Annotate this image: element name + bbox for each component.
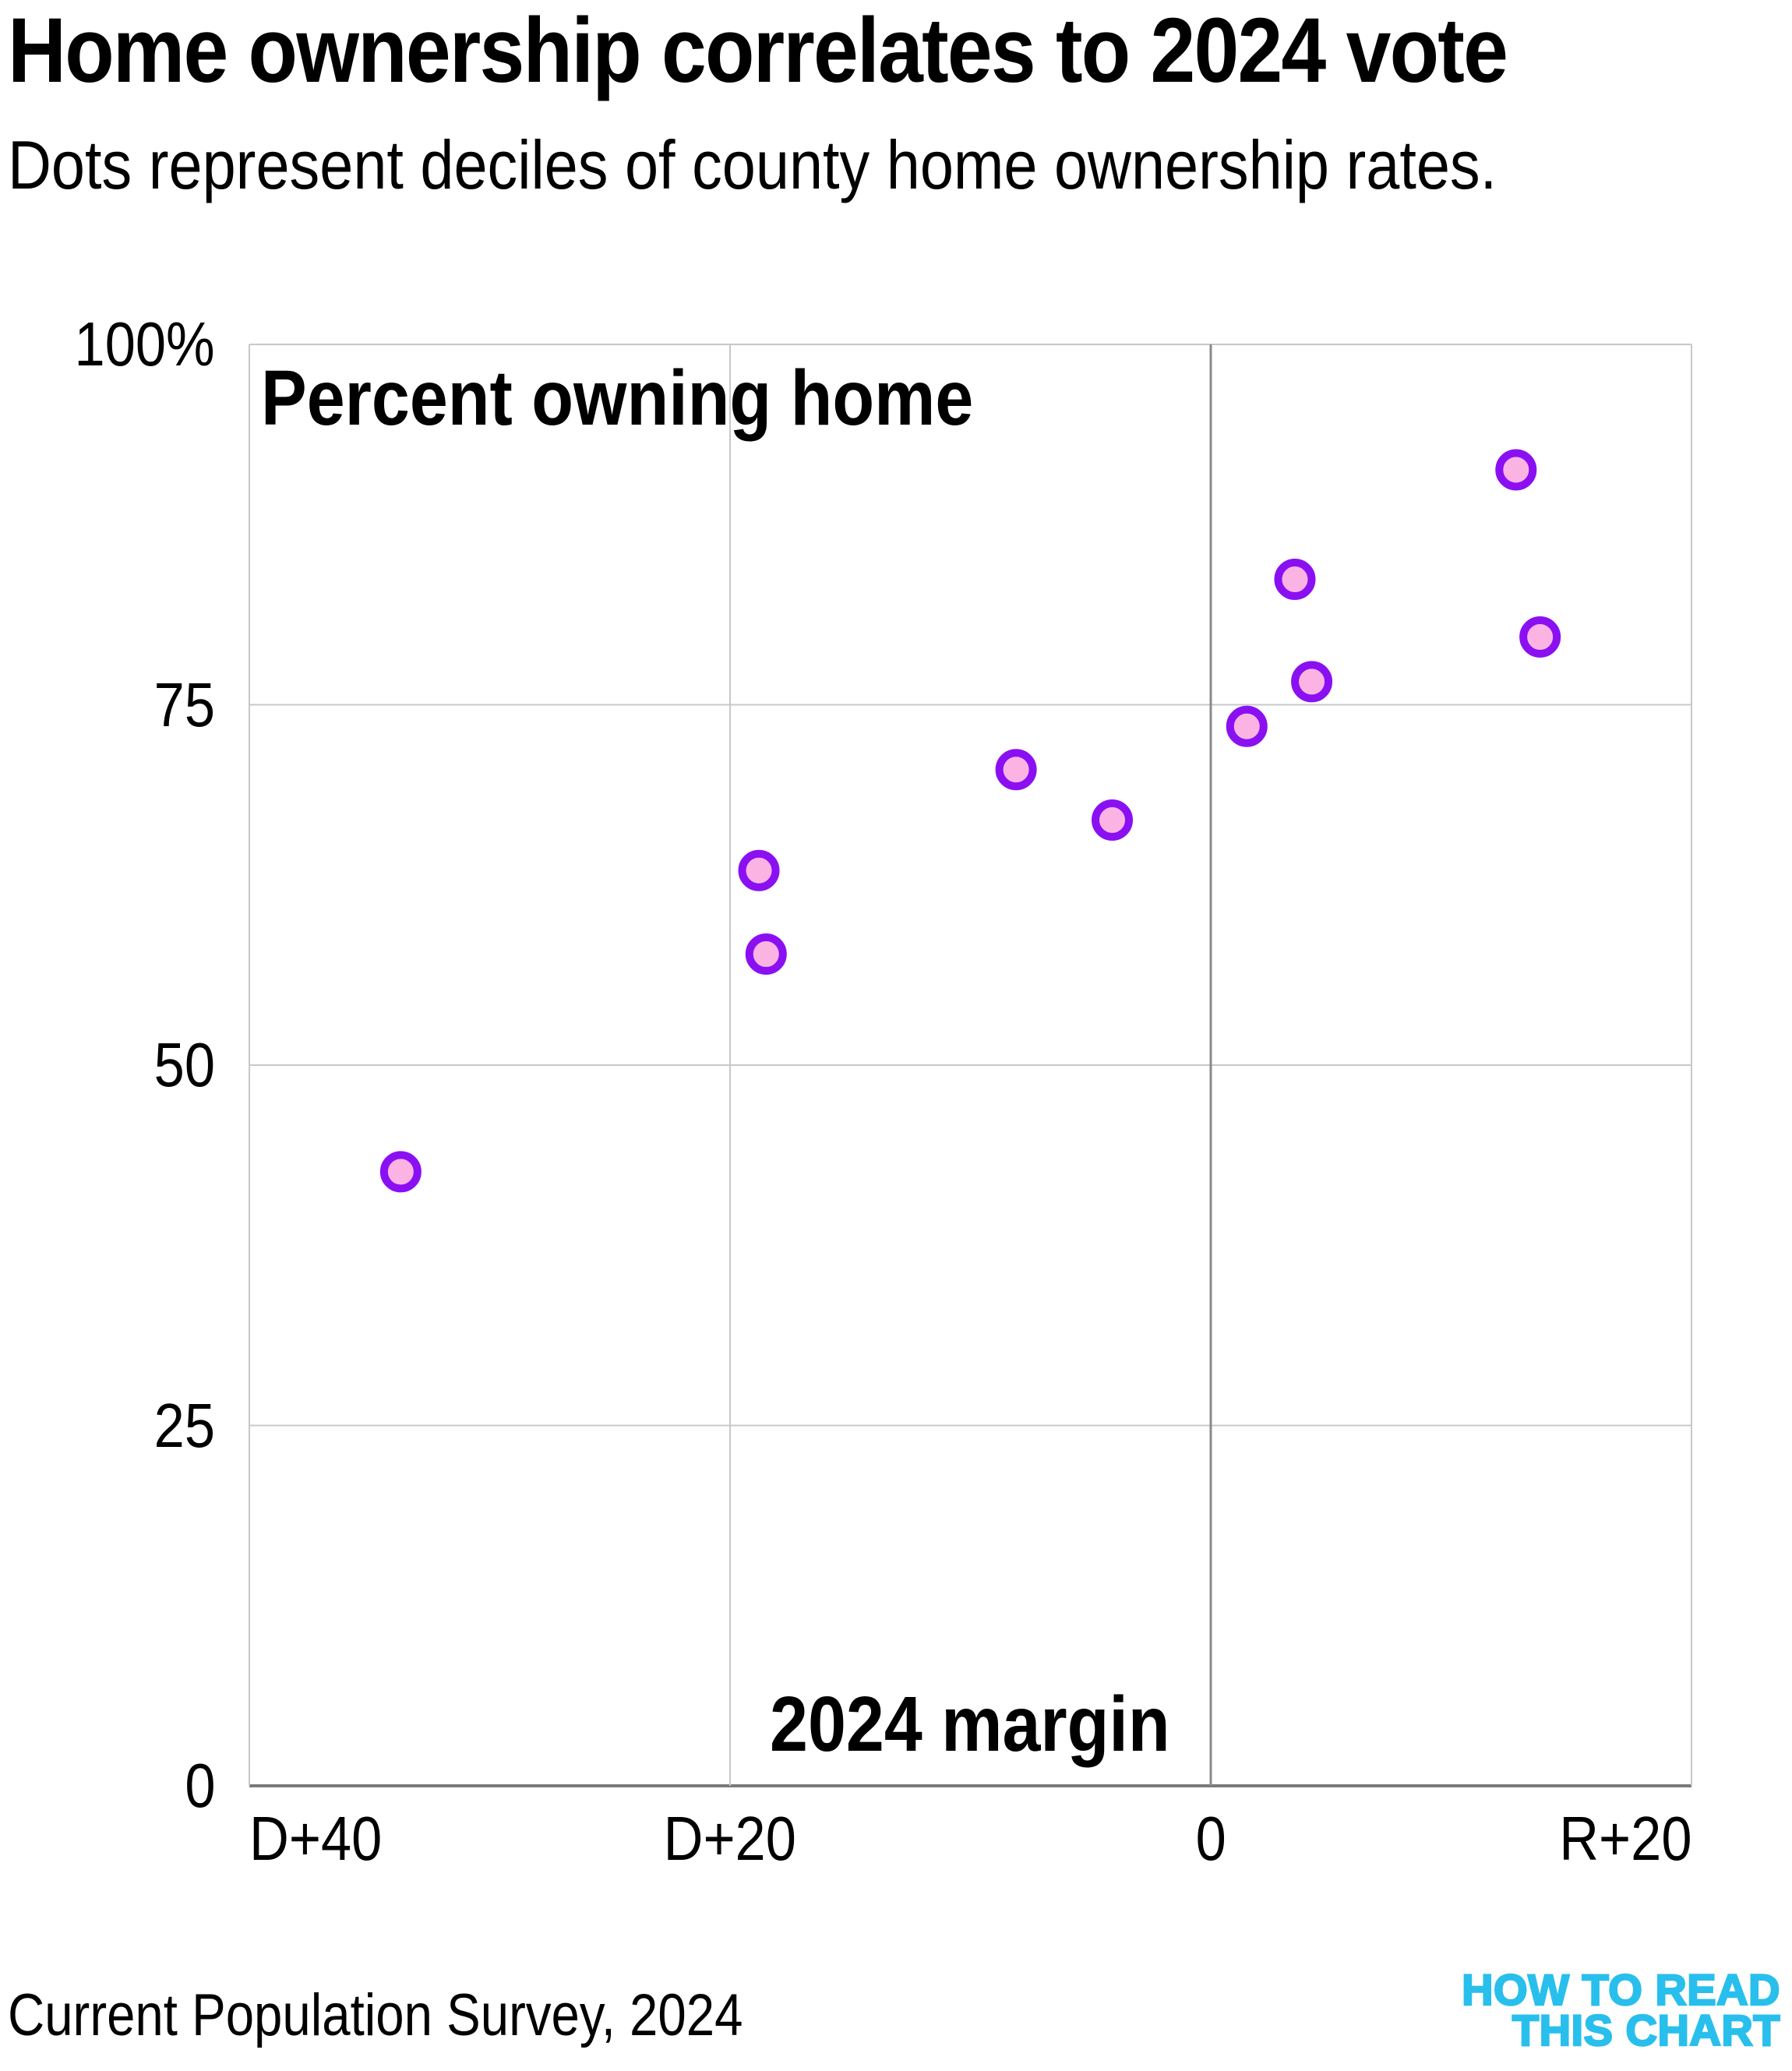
source-note-text: Current Population Survey, 2024 [8,1982,743,2048]
x-tick--20-text: D+20 [663,1804,797,1873]
y-axis-inner-label: Percent owning home [261,359,1071,437]
how-to-read-this-chart-logo: HOW TO READ THIS CHART [1461,1965,1781,2055]
y-tick-75-text: 75 [153,669,215,739]
x-tick-20-text: R+20 [1558,1804,1691,1873]
page-title-text: Home ownership correlates to 2024 vote [8,0,1508,102]
decile-dot-9 [1274,559,1316,601]
decile-dot-6 [1226,705,1268,747]
x-tick-0: 0 [1047,1806,1374,1872]
y-tick-100-text: 100% [74,309,215,379]
page-subtitle: Dots represent deciles of county home ow… [8,131,1700,199]
y-tick-75: 75 [0,669,215,739]
logo-line-1: HOW TO READ [1461,1965,1781,2014]
y-tick-0-text: 0 [184,1751,215,1820]
y-tick-25-text: 25 [153,1390,215,1460]
x-axis-inner-label: 2024 margin [736,1685,1204,1763]
y-axis-inner-label-text: Percent owning home [261,355,974,442]
decile-dot-5 [995,749,1037,791]
page-subtitle-text: Dots represent deciles of county home ow… [8,126,1497,203]
decile-dot-2 [745,933,787,976]
source-note: Current Population Survey, 2024 [8,1986,862,2045]
decile-dot-10 [1495,449,1537,491]
x-tick-0-text: 0 [1195,1804,1226,1873]
x-tick--40-text: D+40 [249,1804,383,1873]
x-tick-20: R+20 [1364,1806,1691,1872]
page-title: Home ownership correlates to 2024 vote [8,0,1711,102]
decile-dot-8 [1519,616,1561,658]
decile-dot-1 [379,1151,422,1193]
x-tick--20: D+20 [566,1806,894,1872]
decile-dot-3 [738,849,780,891]
y-tick-100: 100% [0,313,215,376]
logo-line-2: THIS CHART [1512,2006,1781,2055]
decile-dot-7 [1291,661,1333,703]
decile-dot-4 [1092,799,1134,841]
y-tick-25: 25 [0,1390,215,1460]
y-tick-50-text: 50 [153,1030,215,1099]
y-tick-50: 50 [0,1034,215,1096]
y-tick-0: 0 [0,1755,215,1817]
x-axis-inner-label-text: 2024 margin [770,1681,1170,1768]
x-tick--40: D+40 [249,1806,577,1872]
